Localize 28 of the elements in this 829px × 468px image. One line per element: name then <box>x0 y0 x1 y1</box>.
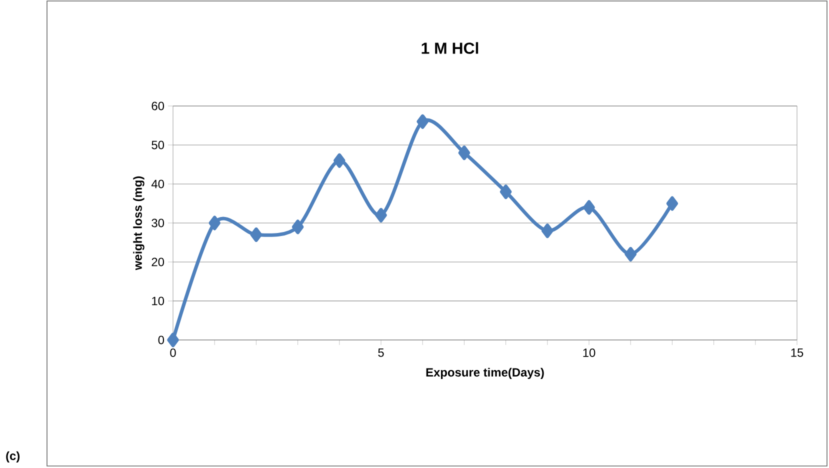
x-tick-label: 10 <box>583 348 596 357</box>
y-tick-label: 30 <box>152 218 164 228</box>
x-tick-label: 0 <box>170 348 176 357</box>
point <box>542 224 554 238</box>
x-axis-title: Exposure time(Days) <box>426 368 544 379</box>
x-tick-label: 15 <box>791 348 804 357</box>
chart-title: 1 M HCl <box>422 42 478 54</box>
y-tick-label: 10 <box>152 296 164 306</box>
point <box>583 200 595 215</box>
point <box>458 146 470 160</box>
point <box>375 208 387 222</box>
text: (c) <box>6 451 20 462</box>
point <box>500 184 512 200</box>
y-tick-label: 20 <box>152 258 164 266</box>
y-tick-label: 60 <box>152 102 164 110</box>
point <box>208 216 220 230</box>
point <box>167 332 179 348</box>
y-tick-label: 0 <box>158 336 164 344</box>
point <box>666 196 678 211</box>
point <box>292 220 304 234</box>
point <box>416 114 428 129</box>
y-tick-label: 50 <box>152 140 164 150</box>
point <box>624 246 636 262</box>
point <box>250 227 262 242</box>
y-axis-title: weight loss (mg) <box>133 176 144 270</box>
y-tick-label: 40 <box>151 180 164 188</box>
x-tick-label: 5 <box>378 348 384 357</box>
point <box>334 153 346 168</box>
